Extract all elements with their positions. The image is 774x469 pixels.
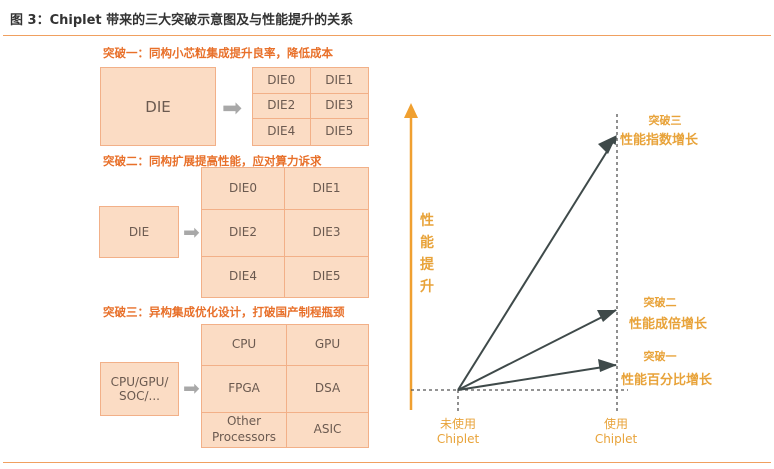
x-label-line1: 未使用 [439, 417, 476, 431]
x-label-line2: Chiplet [436, 432, 480, 446]
arrowhead-3 [598, 135, 617, 154]
x-label-line2: Chiplet [594, 432, 638, 446]
section-1-grid: DIE0 DIE1 DIE2 DIE3 DIE4 DIE5 [252, 67, 369, 146]
grid-cell: DIE1 [285, 168, 368, 210]
grid-cell: Other Processors [202, 413, 288, 447]
section-2-source-die: DIE [99, 206, 179, 258]
arrow-breakthrough-2 [457, 309, 617, 391]
outcome-2-name: 突破二 [643, 296, 677, 309]
arrowhead-1 [598, 359, 617, 372]
grid-cell: DIE2 [253, 93, 311, 120]
right-arrow-icon: ➡ [183, 376, 200, 400]
right-arrow-icon: ➡ [183, 220, 200, 244]
x-label-without-chiplet: 未使用 Chiplet [428, 415, 488, 446]
y-axis-arrowhead [404, 103, 418, 118]
grid-cell: DIE5 [312, 269, 341, 284]
section-3-grid: CPU GPU FPGA DSA Other Processors ASIC [201, 324, 369, 448]
grid-cell: DIE3 [285, 210, 368, 257]
grid-cell: DIE2 [202, 210, 285, 257]
section-1-source-die: DIE [100, 67, 216, 146]
right-arrow-icon: ➡ [222, 94, 243, 122]
grid-cell: CPU [202, 325, 288, 366]
arrow-breakthrough-3 [457, 136, 617, 391]
figure-title: 图 3：Chiplet 带来的三大突破示意图及与性能提升的关系 [10, 13, 354, 28]
grid-cell: DIE4 [253, 119, 311, 145]
y-axis-label: 性能提升 [420, 213, 434, 295]
top-divider [3, 35, 771, 36]
outcome-1-name: 突破一 [643, 350, 677, 363]
arrowhead-2 [597, 310, 617, 322]
grid-cell: FPGA [202, 366, 288, 413]
grid-cell: DSA [287, 366, 368, 413]
section-2-heading: 突破二：同构扩展提高性能，应对算力诉求 [103, 154, 322, 168]
grid-cell: ASIC [313, 422, 342, 437]
grid-cell: DIE0 [202, 168, 285, 210]
grid-cell: DIE5 [325, 124, 354, 139]
arrow-breakthrough-1 [457, 364, 617, 391]
grid-cell: DIE4 [202, 257, 285, 297]
outcome-2-desc: 性能成倍增长 [629, 317, 708, 332]
section-3-heading: 突破三：异构集成优化设计，打破国产制程瓶颈 [103, 305, 345, 319]
x-label-line1: 使用 [603, 417, 628, 431]
grid-cell: DIE1 [310, 68, 368, 94]
bottom-divider [3, 462, 771, 463]
section-1-heading: 突破一：同构小芯粒集成提升良率，降低成本 [103, 46, 333, 60]
outcome-3-desc: 性能指数增长 [620, 133, 699, 148]
grid-cell: GPU [287, 325, 368, 366]
outcome-1-desc: 性能百分比增长 [621, 373, 713, 388]
x-label-with-chiplet: 使用 Chiplet [586, 415, 646, 446]
grid-cell: DIE3 [310, 94, 368, 120]
grid-cell: DIE0 [253, 68, 311, 94]
section-2-grid: DIE0 DIE1 DIE2 DIE3 DIE4 DIE5 [201, 167, 369, 298]
section-3-source: CPU/GPU/ SOC/... [100, 362, 179, 416]
outcome-3-name: 突破三 [648, 114, 682, 127]
